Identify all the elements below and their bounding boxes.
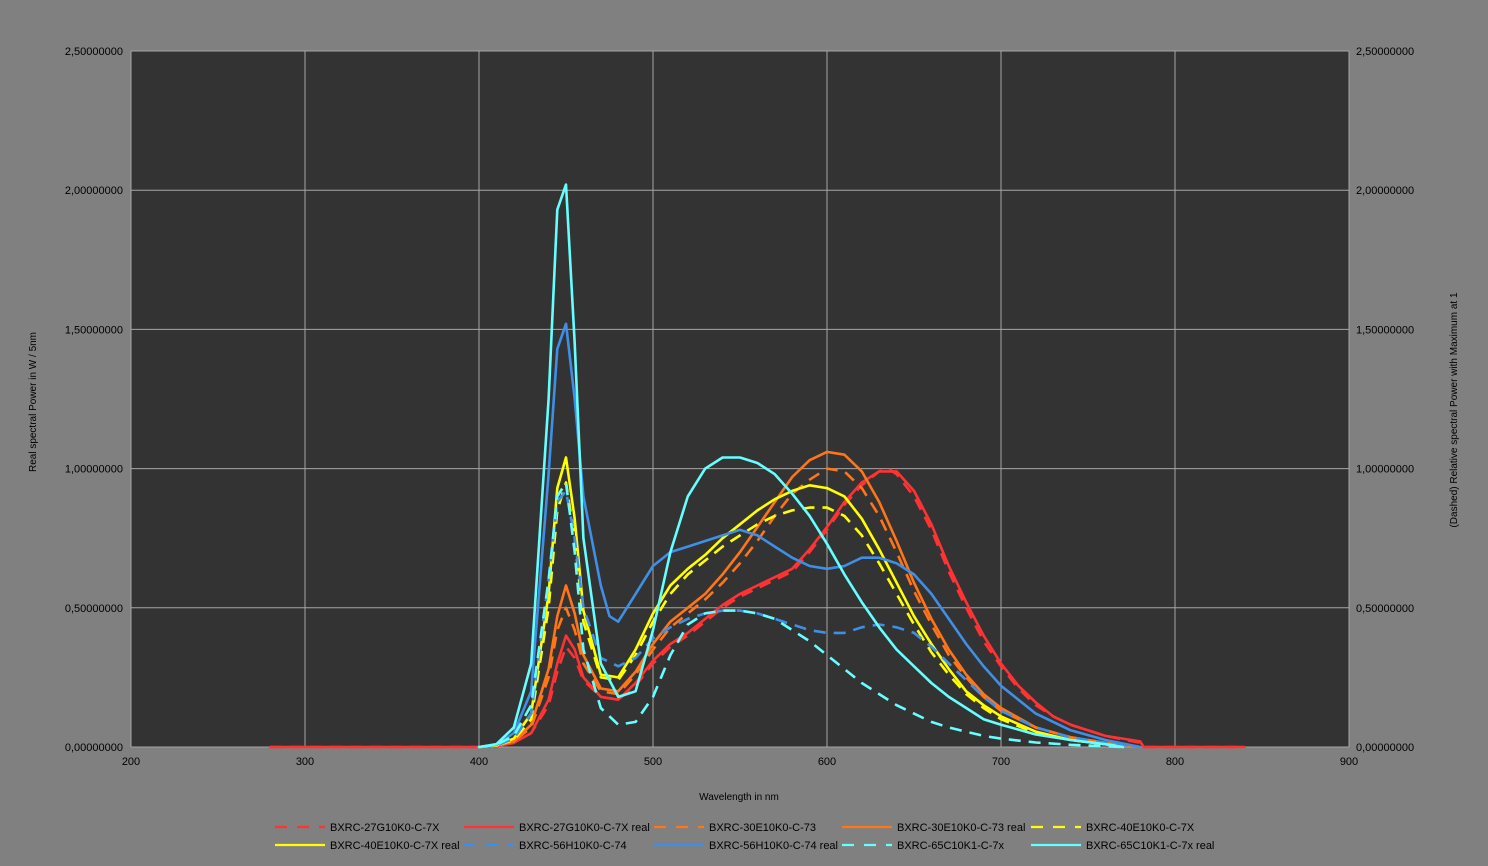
series-line <box>477 450 1142 749</box>
series-line <box>268 470 1246 749</box>
series-line <box>477 456 1125 749</box>
plot-area <box>131 51 1349 747</box>
y2-tick-label: 2,50000000 <box>1356 46 1414 58</box>
legend: BXRC-27G10K0-C-7X BXRC-27G10K0-C-7X real B… <box>275 822 1214 852</box>
series-line <box>478 481 1124 749</box>
x-tick-label: 500 <box>644 756 662 768</box>
y2-tick-label: 1,00000000 <box>1356 464 1414 476</box>
y-tick-label: 0,00000000 <box>65 742 123 754</box>
y-tick-label: 1,50000000 <box>65 324 123 336</box>
y2-tick-label: 2,00000000 <box>1356 185 1414 197</box>
legend-label: BXRC-40E10K0-C-7X <box>1086 822 1195 834</box>
series-line <box>478 467 1124 749</box>
x-tick-label: 800 <box>1166 756 1184 768</box>
x-tick-label: 600 <box>818 756 836 768</box>
series-line <box>477 322 1142 749</box>
x-tick-label: 900 <box>1340 756 1358 768</box>
series-line <box>477 183 1125 749</box>
y2-tick-label: 0,00000000 <box>1356 742 1414 754</box>
x-tick-label: 400 <box>470 756 488 768</box>
y-tick-label: 2,50000000 <box>65 46 123 58</box>
y-tick-label: 0,50000000 <box>65 603 123 615</box>
y-tick-label: 2,00000000 <box>65 185 123 197</box>
legend-label: BXRC-65C10K1-C-7x <box>897 840 1004 852</box>
legend-label: BXRC-30E10K0-C-73 <box>709 822 816 834</box>
legend-label: BXRC-27G10K0-C-7X <box>330 822 440 834</box>
x-tick-label: 300 <box>296 756 314 768</box>
y2-tick-label: 1,50000000 <box>1356 324 1414 336</box>
series-layer <box>268 183 1246 749</box>
axes-layer: 200 300 400 500 600 700 800 900 0,00000000 0,0000… <box>65 46 1414 768</box>
legend-label: BXRC-30E10K0-C-73 real <box>897 822 1025 834</box>
x-axis-label: Wavelength in nm <box>699 792 779 803</box>
legend-label: BXRC-56H10K0-C-74 real <box>709 840 838 852</box>
legend-label: BXRC-65C10K1-C-7x real <box>1086 840 1214 852</box>
legend-label: BXRC-27G10K0-C-7X real <box>519 822 650 834</box>
legend-label: BXRC-40E10K0-C-7X real <box>330 840 460 852</box>
series-line <box>478 489 1141 749</box>
x-tick-label: 200 <box>122 756 140 768</box>
legend-label: BXRC-56H10K0-C-74 <box>519 840 627 852</box>
x-tick-label: 700 <box>992 756 1010 768</box>
y2-axis-label: (Dashed) Relative spectral Power with Ma… <box>1449 292 1460 528</box>
y-tick-label: 1,00000000 <box>65 464 123 476</box>
y-axis-label: Real spectral Power in W / 5nm <box>28 332 39 472</box>
y2-tick-label: 0,50000000 <box>1356 603 1414 615</box>
